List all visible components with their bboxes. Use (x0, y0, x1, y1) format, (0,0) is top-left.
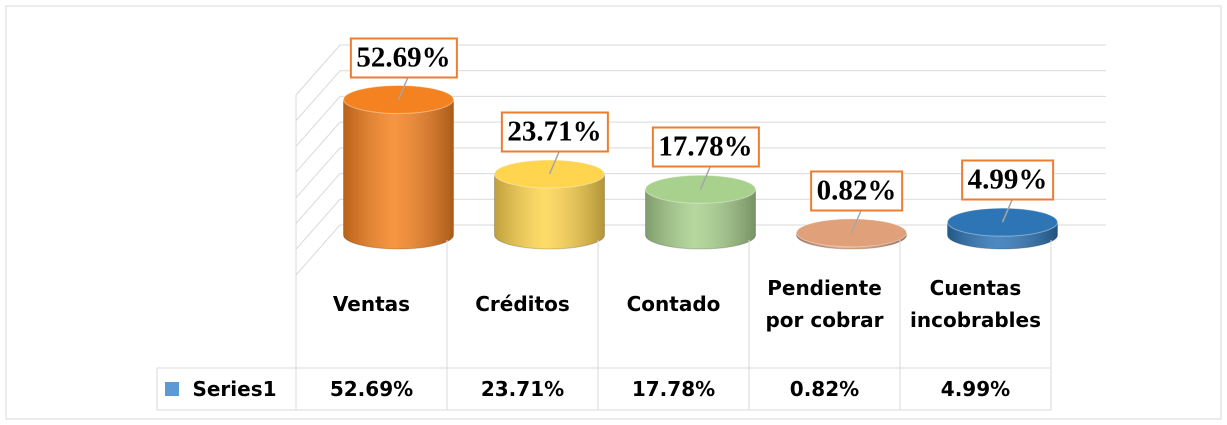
data-label: 4.99% (960, 159, 1055, 201)
category-label: Pendiente por cobrar (765, 276, 884, 332)
category-label: Contado (626, 292, 721, 316)
legend-label: Series1 (192, 377, 277, 401)
legend-key (165, 382, 179, 396)
bar-shade (343, 99, 454, 249)
grid-line (295, 70, 1106, 122)
bar-shade (645, 189, 756, 250)
table-value: 4.99% (940, 377, 1011, 401)
grid-line (295, 95, 1106, 147)
grid-line (295, 44, 1106, 96)
table-value: 0.82% (789, 377, 860, 401)
category-label: Cuentas incobrables (910, 276, 1042, 332)
category-label: Créditos (475, 292, 570, 316)
bar-shade (494, 174, 605, 250)
table-value: 23.71% (480, 377, 565, 401)
category-label: Ventas (332, 292, 411, 316)
data-label: 52.69% (349, 37, 458, 78)
table-value: 17.78% (631, 377, 716, 401)
chart-border (5, 5, 1222, 420)
data-label: 23.71% (500, 111, 609, 153)
grid-line (295, 121, 1106, 173)
data-label: 0.82% (809, 170, 904, 212)
data-label: 17.78% (651, 126, 760, 168)
table-value: 52.69% (329, 377, 414, 401)
grid-line (295, 147, 1106, 199)
